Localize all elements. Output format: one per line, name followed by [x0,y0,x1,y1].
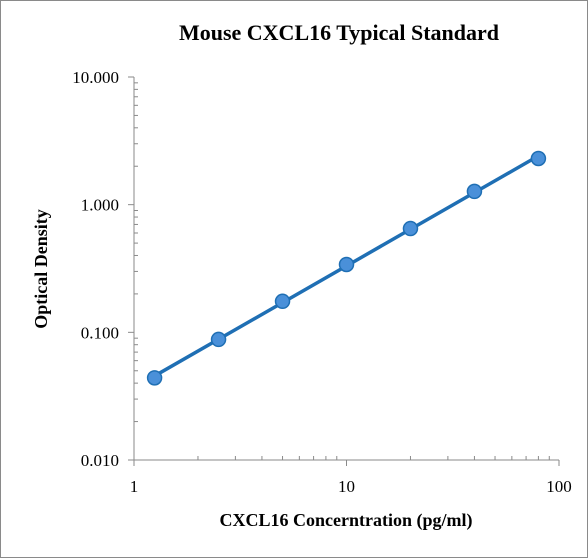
x-axis-label: CXCL16 Concerntration (pg/ml) [220,510,473,531]
y-tick-label: 10.000 [72,68,119,87]
y-axis-label: Optical Density [31,209,51,329]
y-tick-label: 0.100 [81,323,119,342]
tick-marks [128,76,560,466]
data-point [530,150,547,167]
data-point [146,370,163,386]
chart-title: Mouse CXCL16 Typical Standard [179,20,499,45]
y-tick-label: 0.010 [81,451,119,470]
data-points [146,150,547,386]
tick-labels: 10.000 1.000 0.100 0.010 1 10 100 [72,68,572,496]
data-point [338,256,355,273]
data-point [466,183,483,200]
data-point [210,331,227,348]
data-point [274,293,291,310]
x-tick-label: 100 [546,477,572,496]
x-tick-label: 1 [130,477,139,496]
y-tick-label: 1.000 [81,196,119,215]
data-point [402,220,419,237]
x-tick-label: 10 [338,477,355,496]
